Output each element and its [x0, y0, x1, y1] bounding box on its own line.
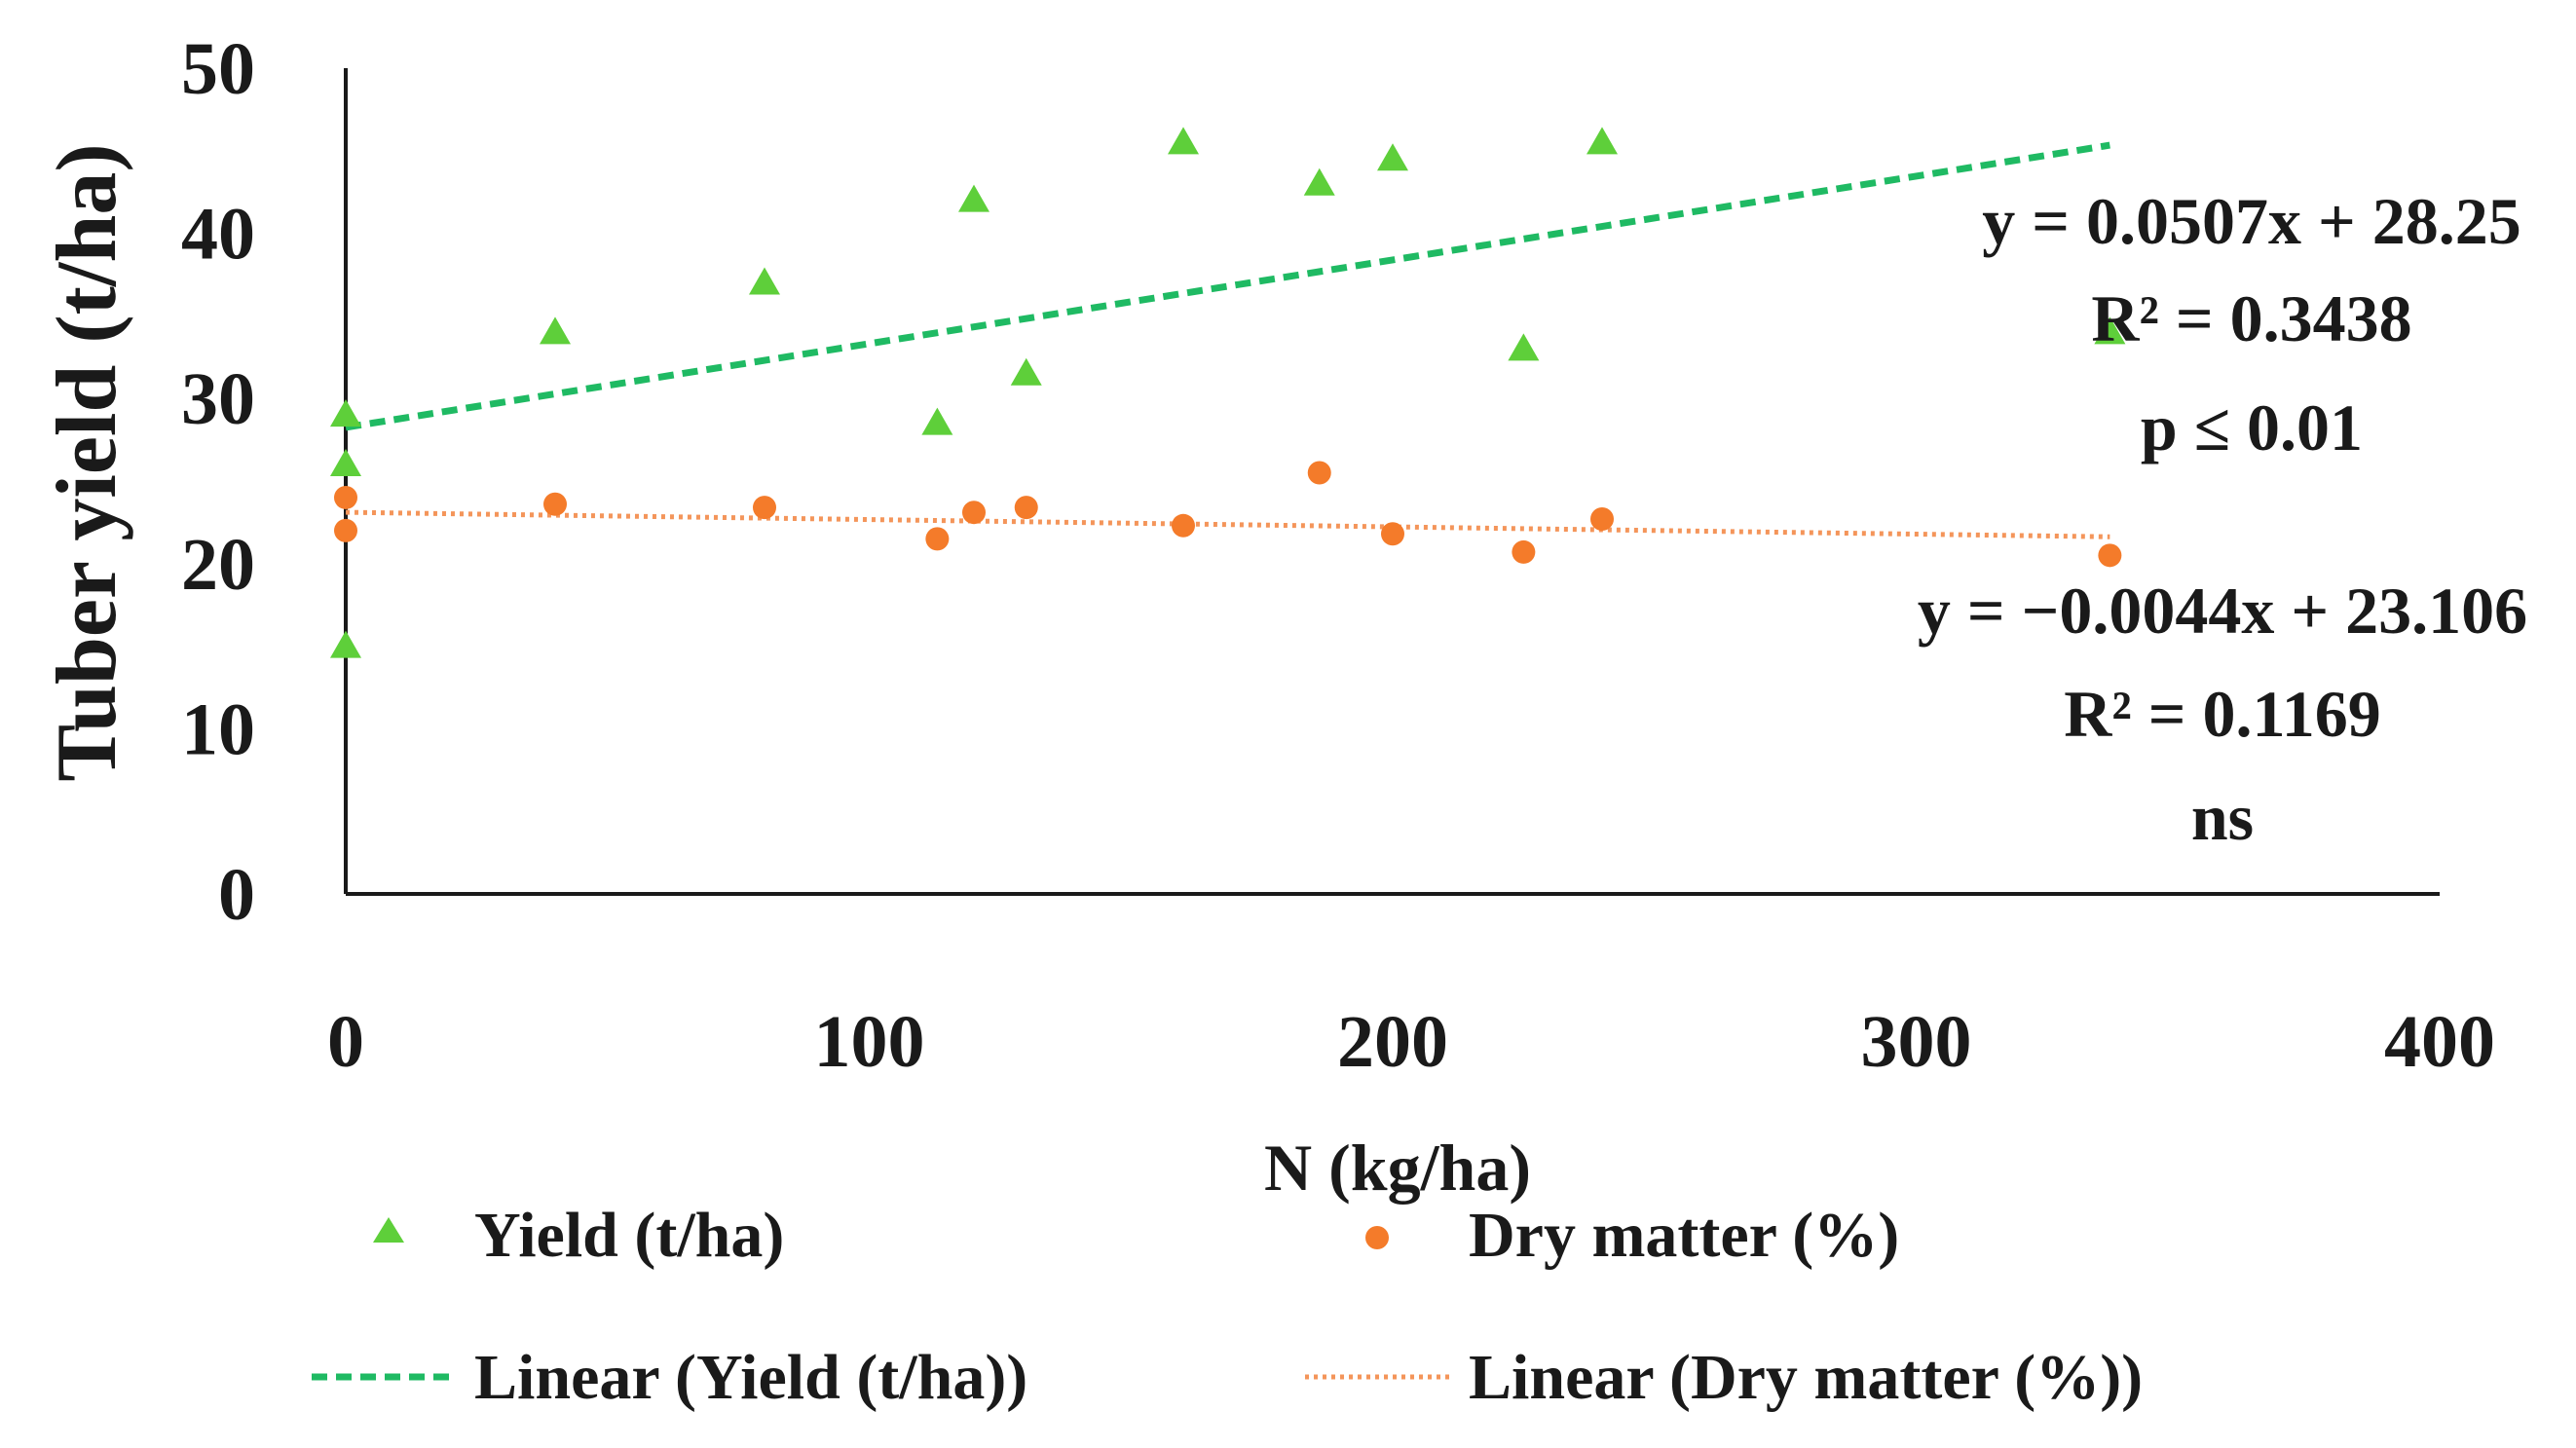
y-tick-label: 10 — [181, 688, 255, 770]
dry-matter-point — [753, 496, 776, 520]
dry-matter-point — [1172, 513, 1195, 538]
dry-matter-point — [2098, 543, 2122, 568]
x-axis-title: N (kg/ha) — [1264, 1131, 1531, 1205]
trendlines — [345, 141, 2110, 539]
yield-point — [1508, 333, 1540, 361]
legend-yield-trend-label: Linear (Yield (t/ha)) — [474, 1342, 1027, 1413]
y-tick-label: 40 — [181, 194, 255, 276]
yield-point — [330, 449, 361, 477]
legend: Yield (t/ha) Dry matter (%) Linear (Yiel… — [312, 1200, 2143, 1413]
yield-point — [921, 407, 953, 435]
dry-matter-point — [1307, 461, 1331, 485]
legend-yield-label: Yield (t/ha) — [474, 1200, 784, 1271]
dry-matter-point — [1512, 539, 1536, 564]
axes — [344, 68, 2440, 896]
dry-matter-point — [334, 485, 357, 509]
yield-point — [2094, 316, 2126, 345]
yield-p-value: p ≤ 0.01 — [2141, 390, 2363, 464]
y-tick-label: 0 — [218, 854, 255, 936]
dry-matter-point — [543, 492, 567, 516]
y-tick-label: 50 — [181, 28, 255, 110]
y-axis-title: Tuber yield (t/ha) — [40, 143, 134, 781]
x-tick-labels: 0 100 200 300 400 — [327, 1001, 2495, 1083]
yield-point — [330, 399, 361, 427]
dry-matter-r-squared: R² = 0.1169 — [2064, 677, 2381, 751]
yield-point — [330, 630, 361, 658]
x-tick-label: 0 — [327, 1001, 364, 1083]
yield-point — [1587, 127, 1618, 155]
legend-dry-matter-marker-icon — [1365, 1226, 1389, 1249]
dry-matter-significance: ns — [2191, 780, 2254, 854]
dry-matter-trend-line — [345, 509, 2110, 539]
yield-point — [1168, 127, 1199, 155]
x-tick-label: 300 — [1861, 1001, 1972, 1083]
legend-yield-marker-icon — [373, 1217, 404, 1243]
y-tick-label: 30 — [181, 358, 255, 440]
yield-point — [1377, 143, 1408, 171]
x-tick-label: 200 — [1337, 1001, 1448, 1083]
yield-point — [749, 267, 780, 295]
x-tick-label: 100 — [814, 1001, 925, 1083]
dry-matter-point — [334, 518, 357, 542]
y-tick-label: 20 — [181, 524, 255, 606]
dry-matter-point — [1381, 522, 1404, 546]
dry-matter-point — [962, 501, 986, 525]
data-points — [330, 127, 2126, 658]
dry-matter-point — [1590, 507, 1614, 532]
yield-r-squared: R² = 0.3438 — [2091, 281, 2411, 355]
legend-dry-matter-label: Dry matter (%) — [1469, 1200, 1899, 1271]
yield-point — [1303, 167, 1335, 196]
yield-trend-line — [345, 141, 2110, 431]
yield-point — [958, 184, 989, 212]
dry-matter-equation: y = −0.0044x + 23.106 — [1918, 574, 2527, 648]
dry-matter-point — [925, 527, 950, 551]
yield-equation: y = 0.0507x + 28.25 — [1982, 184, 2521, 258]
yield-point — [1010, 357, 1042, 386]
dry-matter-point — [1014, 496, 1038, 520]
legend-dry-matter-trend-label: Linear (Dry matter (%)) — [1469, 1342, 2143, 1413]
x-tick-label: 400 — [2384, 1001, 2495, 1083]
y-tick-labels: 0 10 20 30 40 50 — [181, 28, 255, 936]
yield-point — [540, 316, 571, 345]
